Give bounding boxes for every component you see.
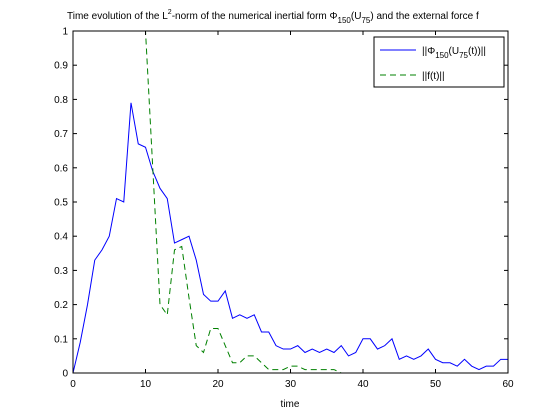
y-tick-label: 1 (62, 27, 68, 38)
y-tick-label: 0 (62, 369, 68, 380)
y-tick-label: 0.1 (54, 334, 68, 345)
y-tick-label: 0.3 (54, 266, 68, 277)
x-axis-label: time (281, 399, 300, 410)
y-tick-label: 0.9 (54, 61, 68, 72)
x-tick-label: 50 (430, 379, 442, 390)
x-tick-label: 60 (502, 379, 514, 390)
chart-title: Time evolution of the L2-norm of the num… (67, 9, 479, 25)
y-tick-label: 0.7 (54, 129, 68, 140)
x-tick-label: 20 (212, 379, 224, 390)
legend-box (373, 36, 505, 88)
legend: ||Φ150(U75(t))|| ||f(t)|| (373, 36, 505, 88)
x-tick-label: 40 (357, 379, 369, 390)
y-tick-label: 0.5 (54, 198, 68, 209)
y-tick-label: 0.4 (54, 232, 68, 243)
y-tick-label: 0.8 (54, 95, 68, 106)
tick-layer: 0 10 20 30 40 50 60 0 0.1 0.2 0.3 0.4 0.5 0.6 0.7 0.8 0.… (54, 27, 514, 391)
series-line-1 (72, 102, 508, 374)
x-tick-label: 30 (285, 379, 297, 390)
legend-label-2: ||f(t)|| (422, 71, 445, 82)
plot-area (73, 31, 508, 373)
legend-label-1: ||Φ150(U75(t))|| (422, 46, 486, 60)
x-tick-label: 0 (70, 379, 76, 390)
y-tick-label: 0.6 (54, 163, 68, 174)
x-tick-label: 10 (140, 379, 152, 390)
y-tick-label: 0.2 (54, 300, 68, 311)
